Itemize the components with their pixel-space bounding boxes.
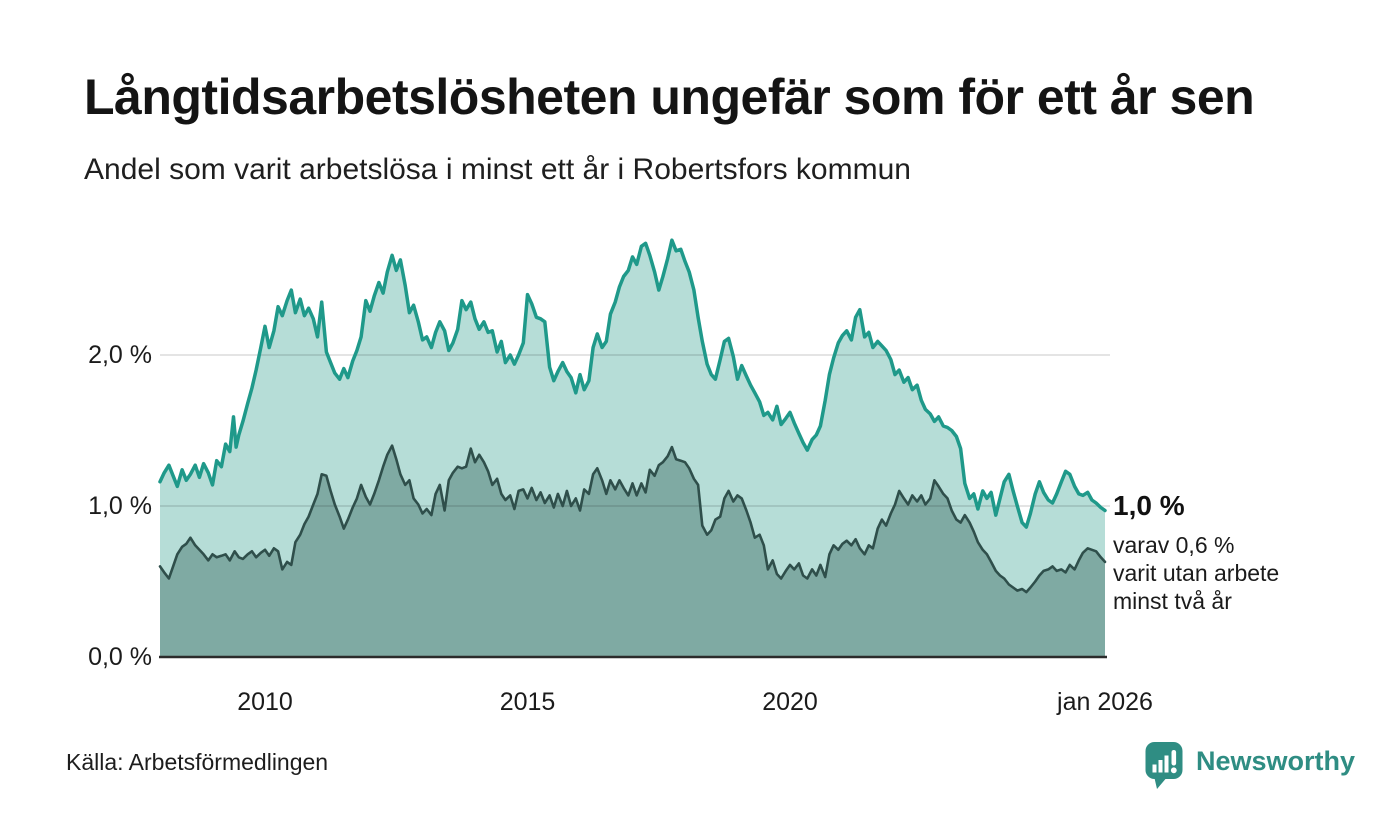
gridlines <box>160 354 1110 507</box>
series-min-two-years-area <box>160 445 1105 657</box>
newsworthy-icon <box>1145 742 1183 789</box>
page-title: Långtidsarbetslösheten ungefär som för e… <box>84 69 1255 125</box>
annotation-line-2: varit utan arbete <box>1113 560 1280 586</box>
end-value-annotation: 1,0 % varav 0,6 % varit utan arbete mins… <box>1113 490 1363 615</box>
x-tick-label: 2010 <box>237 688 293 716</box>
page-subtitle: Andel som varit arbetslösa i minst ett å… <box>84 153 911 186</box>
y-tick-label: 1,0 % <box>88 492 152 520</box>
end-value-label: 1,0 % <box>1113 490 1185 521</box>
x-tick-label: 2015 <box>499 688 556 716</box>
series-min-two-years-line <box>158 444 1107 594</box>
x-tick-label: jan 2026 <box>1057 688 1153 716</box>
annotation-line-1: varav 0,6 % <box>1113 532 1235 558</box>
annotation-line-3: minst två år <box>1113 588 1232 614</box>
y-tick-label: 2,0 % <box>88 341 152 369</box>
brand-logo: Newsworthy <box>1144 740 1355 790</box>
source-note: Källa: Arbetsförmedlingen <box>66 749 329 775</box>
series-min-one-year-line <box>158 238 1107 529</box>
x-tick-label: 2020 <box>762 688 818 716</box>
y-tick-label: 0,0 % <box>88 643 152 671</box>
brand-name: Newsworthy <box>1196 746 1356 776</box>
